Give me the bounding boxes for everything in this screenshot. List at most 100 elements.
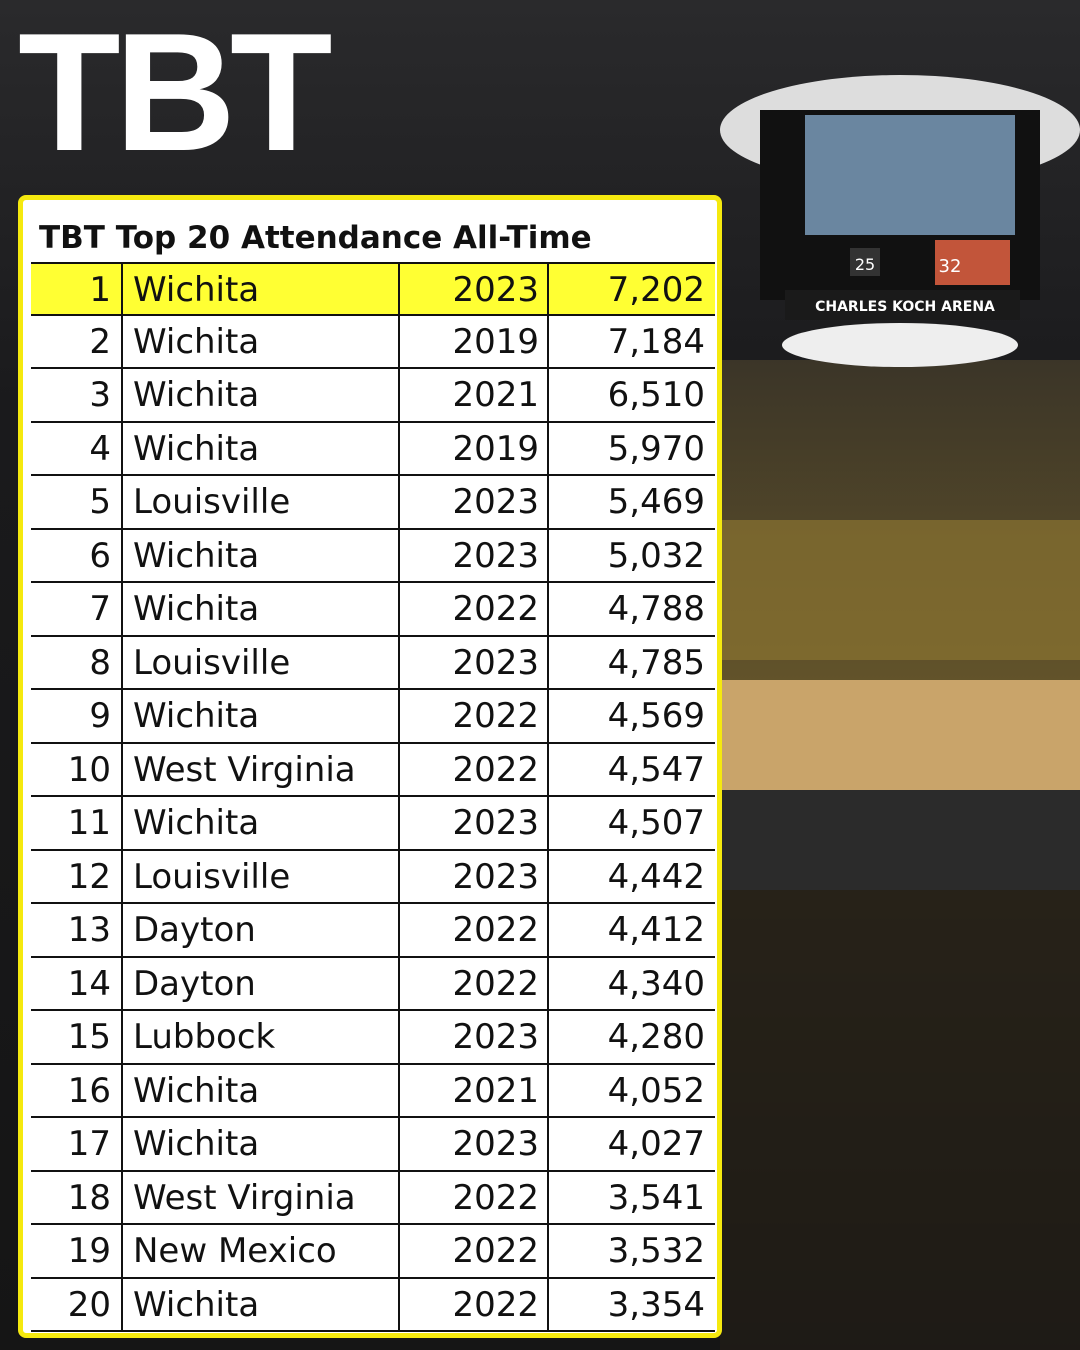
attendance: 4,340 <box>607 963 705 1004</box>
city: Louisville <box>123 636 400 688</box>
score-box <box>850 248 880 276</box>
rank: 9 <box>31 690 123 742</box>
rank: 20 <box>31 1278 123 1330</box>
attendance: 3,532 <box>607 1231 705 1271</box>
year: 2023 <box>400 264 549 314</box>
court <box>720 680 1080 790</box>
city: Dayton <box>123 957 400 1009</box>
rank: 12 <box>31 850 123 902</box>
year: 2023 <box>400 1011 549 1063</box>
city: Dayton <box>123 904 400 956</box>
attendance: 4,412 <box>607 910 705 950</box>
table-row: 17 Wichita 2023 4,027 <box>31 1118 715 1172</box>
year: 2022 <box>400 957 549 1009</box>
logo: TBT <box>18 0 333 186</box>
rank: 3 <box>31 369 123 421</box>
scorers-table <box>720 790 1080 890</box>
attendance: 4,788 <box>607 589 705 629</box>
city: Wichita <box>123 422 400 474</box>
attendance: 4,280 <box>607 1017 705 1057</box>
city: Lubbock <box>123 1011 400 1063</box>
attendance: 7,202 <box>607 270 705 310</box>
table-row: 4 Wichita 2019 5,970 <box>31 422 715 476</box>
year: 2021 <box>400 369 549 421</box>
attendance: 5,469 <box>607 482 705 522</box>
table-row: 20 Wichita 2022 3,354 <box>31 1278 715 1332</box>
rank: 4 <box>31 422 123 474</box>
attendance: 6,510 <box>607 375 705 415</box>
table-row: 5 Louisville 2023 5,469 <box>31 476 715 530</box>
attendance: 4,442 <box>607 856 705 897</box>
attendance-table: TBT Top 20 Attendance All-Time 1 Wichita 2… <box>18 195 722 1338</box>
year: 2022 <box>400 1278 549 1330</box>
table-row: 10 West Virginia 2022 4,547 <box>31 743 715 797</box>
table-row: 11 Wichita 2023 4,507 <box>31 797 715 851</box>
year: 2019 <box>400 315 549 367</box>
city: Wichita <box>123 369 400 421</box>
city: New Mexico <box>123 1225 400 1277</box>
attendance: 4,027 <box>607 1124 705 1164</box>
table-row: 7 Wichita 2022 4,788 <box>31 583 715 637</box>
city: Wichita <box>123 1064 400 1116</box>
attendance: 4,785 <box>607 642 705 683</box>
fans <box>720 890 1080 1350</box>
table-row: 13 Dayton 2022 4,412 <box>31 904 715 958</box>
table-title: TBT Top 20 Attendance All-Time <box>39 220 592 256</box>
rank: 7 <box>31 583 123 635</box>
table-row: 12 Louisville 2023 4,442 <box>31 850 715 904</box>
rank: 19 <box>31 1225 123 1277</box>
table-row: 2 Wichita 2019 7,184 <box>31 315 715 369</box>
city: Wichita <box>123 315 400 367</box>
table-row: 15 Lubbock 2023 4,280 <box>31 1011 715 1065</box>
score-box <box>935 240 1010 285</box>
rank: 17 <box>31 1118 123 1170</box>
year: 2023 <box>400 850 549 902</box>
table-row: 18 West Virginia 2022 3,541 <box>31 1171 715 1225</box>
table-row: 19 New Mexico 2022 3,532 <box>31 1225 715 1279</box>
city: West Virginia <box>123 1171 400 1223</box>
arena-sign: CHARLES KOCH ARENA <box>815 299 995 315</box>
attendance: 5,970 <box>607 428 705 469</box>
year: 2022 <box>400 904 549 956</box>
city: Wichita <box>123 690 400 742</box>
attendance: 5,032 <box>607 535 705 576</box>
rank: 18 <box>31 1171 123 1223</box>
rank: 16 <box>31 1064 123 1116</box>
rank: 10 <box>31 743 123 795</box>
table-row: 1 Wichita 2023 7,202 <box>31 262 715 316</box>
city: Wichita <box>123 1118 400 1170</box>
rank: 2 <box>31 315 123 367</box>
score: 25 <box>855 255 875 274</box>
table-row: 14 Dayton 2022 4,340 <box>31 957 715 1011</box>
year: 2022 <box>400 583 549 635</box>
city: Louisville <box>123 850 400 902</box>
table-row: 9 Wichita 2022 4,569 <box>31 690 715 744</box>
city: Wichita <box>123 264 400 314</box>
attendance: 3,541 <box>607 1177 705 1218</box>
table-row: 3 Wichita 2021 6,510 <box>31 369 715 423</box>
table-row: 8 Louisville 2023 4,785 <box>31 636 715 690</box>
year: 2022 <box>400 690 549 742</box>
table-row: 6 Wichita 2023 5,032 <box>31 529 715 583</box>
rank: 6 <box>31 529 123 581</box>
city: Wichita <box>123 1278 400 1330</box>
attendance: 3,354 <box>607 1284 705 1325</box>
city: Louisville <box>123 476 400 528</box>
sign-band <box>785 290 1020 320</box>
year: 2019 <box>400 422 549 474</box>
attendance: 4,569 <box>607 696 705 736</box>
screen <box>805 115 1015 235</box>
year: 2023 <box>400 1118 549 1170</box>
year: 2021 <box>400 1064 549 1116</box>
year: 2022 <box>400 743 549 795</box>
rank: 8 <box>31 636 123 688</box>
year: 2022 <box>400 1225 549 1277</box>
rank: 14 <box>31 957 123 1009</box>
rank: 11 <box>31 797 123 849</box>
attendance: 4,547 <box>607 749 705 790</box>
attendance: 4,052 <box>607 1070 705 1111</box>
city: Wichita <box>123 797 400 849</box>
score: 32 <box>939 256 962 277</box>
rank: 1 <box>31 264 123 314</box>
